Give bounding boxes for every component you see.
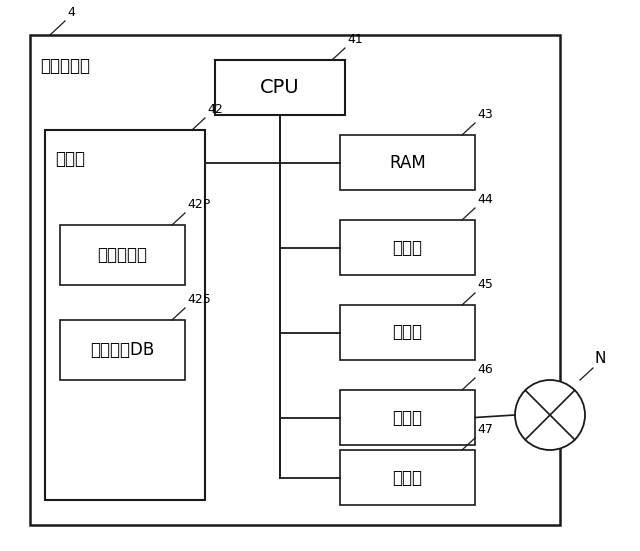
Text: 記憶部: 記憶部 bbox=[55, 150, 85, 168]
Text: RAM: RAM bbox=[389, 154, 426, 171]
Text: 46: 46 bbox=[477, 363, 493, 376]
Text: プログラム: プログラム bbox=[97, 246, 147, 264]
Text: 42: 42 bbox=[207, 103, 223, 116]
Text: 43: 43 bbox=[477, 108, 493, 121]
Text: 通信部: 通信部 bbox=[392, 408, 422, 426]
Bar bbox=[340, 390, 475, 445]
Text: 47: 47 bbox=[477, 423, 493, 436]
Text: CPU: CPU bbox=[260, 78, 300, 97]
Text: 425: 425 bbox=[187, 293, 211, 306]
Text: 44: 44 bbox=[477, 193, 493, 206]
Text: 4: 4 bbox=[67, 6, 75, 19]
Bar bbox=[60, 225, 185, 285]
Bar bbox=[215, 60, 345, 115]
Bar bbox=[60, 320, 185, 380]
Circle shape bbox=[515, 380, 585, 450]
Text: サーバ装置: サーバ装置 bbox=[40, 57, 90, 75]
Text: 42P: 42P bbox=[187, 198, 211, 211]
Text: 入力部: 入力部 bbox=[392, 239, 422, 257]
Text: 41: 41 bbox=[347, 33, 363, 46]
Text: N: N bbox=[595, 351, 606, 366]
Bar bbox=[340, 450, 475, 505]
Text: 表示部: 表示部 bbox=[392, 323, 422, 342]
Bar bbox=[340, 305, 475, 360]
Text: 計時部: 計時部 bbox=[392, 468, 422, 487]
Text: 45: 45 bbox=[477, 278, 493, 291]
Bar bbox=[30, 35, 560, 525]
Bar bbox=[45, 130, 205, 500]
Bar bbox=[340, 220, 475, 275]
Bar bbox=[340, 135, 475, 190]
Text: 勤怠情報DB: 勤怠情報DB bbox=[90, 341, 155, 359]
